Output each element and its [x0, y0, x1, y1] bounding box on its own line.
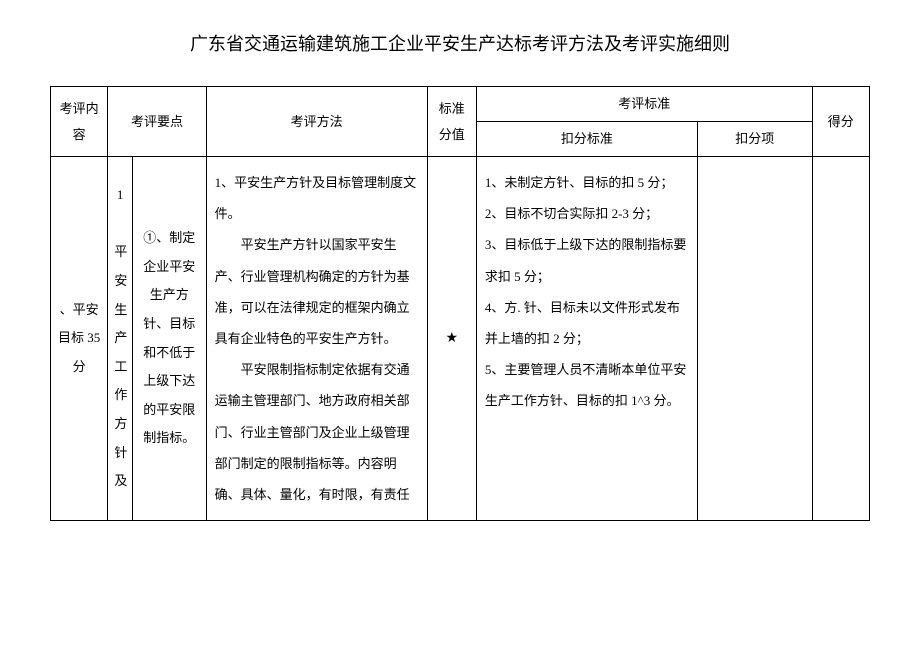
hdr-points: 考评要点 — [108, 87, 206, 157]
method-para-2: 平安限制指标制定依据有交通运输主管理部门、地方政府相关部门、行业主管部门及企业上… — [215, 354, 419, 510]
table-row: 、平安目标 35 分 1 平安生产工作方针及 ①、制定企业平安生产方针、目标和不… — [51, 157, 870, 521]
cell-deduct-std: 1、未制定方针、目标的扣 5 分； 2、目标不切合实际扣 2-3 分； 3、目标… — [476, 157, 697, 521]
hdr-standard: 考评标准 — [476, 87, 812, 122]
deduct-line-3: 3、目标低于上级下达的限制指标要求扣 5 分； — [485, 229, 689, 291]
sub-no-text: 1 — [117, 187, 124, 202]
hdr-content: 考评内容 — [51, 87, 108, 157]
hdr-score: 得分 — [812, 87, 869, 157]
sub-name-text: 平安生产工作方针及 — [114, 244, 127, 488]
hdr-method: 考评方法 — [206, 87, 427, 157]
assessment-table: 考评内容 考评要点 考评方法 标准分值 考评标准 得分 扣分标准 扣分项 、平安… — [50, 86, 870, 521]
hdr-deduct-item: 扣分项 — [697, 122, 812, 157]
hdr-deduct-std: 扣分标准 — [476, 122, 697, 157]
deduct-line-4: 4、方. 针、目标未以文件形式发布并上墙的扣 2 分； — [485, 292, 689, 354]
table-header-row: 考评内容 考评要点 考评方法 标准分值 考评标准 得分 — [51, 87, 870, 122]
deduct-line-2: 2、目标不切合实际扣 2-3 分； — [485, 198, 689, 229]
cell-deduct-item — [697, 157, 812, 521]
cell-sub-no: 1 平安生产工作方针及 — [108, 157, 133, 521]
deduct-line-1: 1、未制定方针、目标的扣 5 分； — [485, 167, 689, 198]
method-para-1: 平安生产方针以国家平安生产、行业管理机构确定的方针为基准，可以在法律规定的框架内… — [215, 229, 419, 354]
cell-points: ①、制定企业平安生产方针、目标和不低于上级下达的平安限制指标。 — [132, 157, 206, 521]
cell-stdscore: ★ — [427, 157, 476, 521]
cell-method: 1、平安生产方针及目标管理制度文件。 平安生产方针以国家平安生产、行业管理机构确… — [206, 157, 427, 521]
cell-section: 、平安目标 35 分 — [51, 157, 108, 521]
cell-score — [812, 157, 869, 521]
deduct-line-5: 5、主要管理人员不清晰本单位平安生产工作方针、目标的扣 1^3 分。 — [485, 354, 689, 416]
hdr-stdscore: 标准分值 — [427, 87, 476, 157]
page-title: 广东省交通运输建筑施工企业平安生产达标考评方法及考评实施细则 — [50, 30, 870, 56]
method-line-1: 1、平安生产方针及目标管理制度文件。 — [215, 167, 419, 229]
